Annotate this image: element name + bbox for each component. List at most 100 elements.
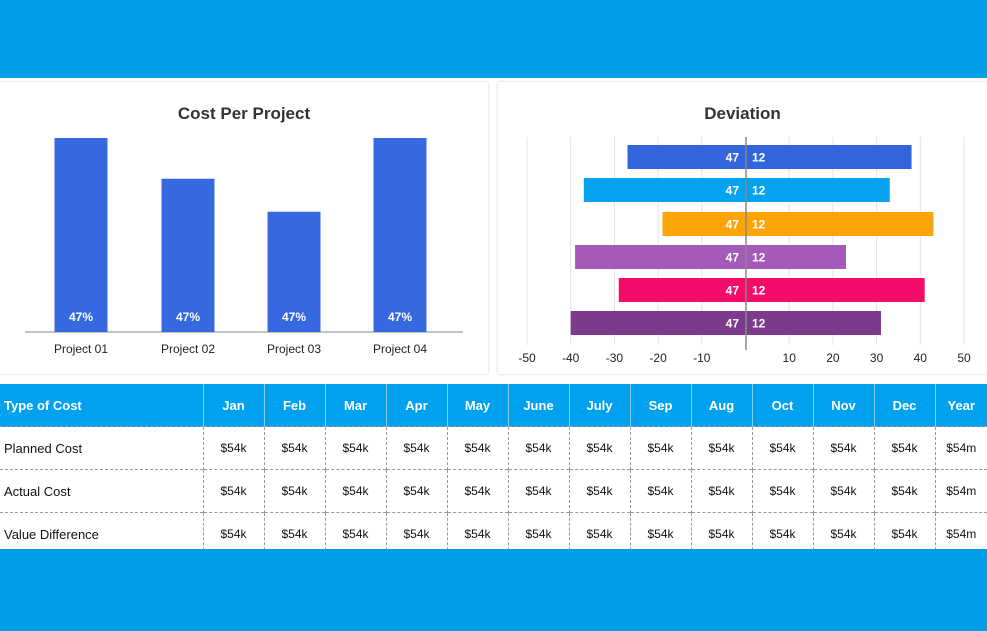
bar-data-label: 47% bbox=[176, 310, 200, 324]
table-cell: $54m bbox=[934, 469, 987, 513]
deviation-bar-left-2 bbox=[583, 178, 746, 202]
x-tick-label: Project 01 bbox=[54, 342, 108, 356]
header-mar: Mar bbox=[324, 384, 386, 427]
bar-data-label: 47% bbox=[388, 310, 412, 324]
deviation-bar-left-1 bbox=[627, 145, 746, 169]
header-oct: Oct bbox=[751, 384, 813, 427]
row-label: Planned Cost bbox=[0, 426, 203, 470]
deviation-bar-right-1 bbox=[746, 145, 912, 169]
table-cell: $54k bbox=[690, 426, 752, 470]
table-row: Actual Cost $54k $54k $54k $54k $54k $54k $54k $… bbox=[0, 469, 987, 513]
header-may: May bbox=[446, 384, 508, 427]
x-tick-label: -20 bbox=[649, 351, 667, 365]
cost-table: Type of Cost Jan Feb Mar Apr May June July Sep Au… bbox=[0, 384, 987, 557]
deviation-right-label: 12 bbox=[752, 317, 766, 331]
header-sep: Sep bbox=[629, 384, 691, 427]
x-tick-label: 40 bbox=[914, 351, 928, 365]
header-type-of-cost: Type of Cost bbox=[0, 384, 203, 427]
deviation-bar-right-6 bbox=[746, 311, 881, 335]
x-tick-label: -40 bbox=[562, 351, 580, 365]
x-tick-label: Project 04 bbox=[373, 342, 427, 356]
table-cell: $54k bbox=[263, 426, 325, 470]
table-cell: $54k bbox=[873, 426, 935, 470]
table-cell: $54k bbox=[202, 469, 264, 513]
deviation-right-label: 12 bbox=[752, 251, 766, 265]
table-cell: $54k bbox=[751, 469, 813, 513]
top-banner bbox=[0, 0, 987, 78]
x-tick-label: Project 03 bbox=[267, 342, 321, 356]
header-feb: Feb bbox=[263, 384, 325, 427]
table-cell: $54k bbox=[202, 426, 264, 470]
deviation-bar-left-3 bbox=[662, 212, 746, 236]
deviation-bar-right-5 bbox=[746, 278, 925, 302]
bar-4 bbox=[373, 138, 427, 332]
deviation-right-label: 12 bbox=[752, 184, 766, 198]
row-label: Actual Cost bbox=[0, 469, 203, 513]
table-cell: $54k bbox=[629, 469, 691, 513]
deviation-right-label: 12 bbox=[752, 218, 766, 232]
deviation-title: Deviation bbox=[704, 104, 781, 123]
table-cell: $54k bbox=[446, 426, 508, 470]
table-cell: $54k bbox=[385, 426, 447, 470]
table-cell: $54k bbox=[385, 469, 447, 513]
header-dec: Dec bbox=[873, 384, 935, 427]
deviation-bar-left-4 bbox=[575, 245, 746, 269]
x-tick-label: 20 bbox=[826, 351, 840, 365]
table-cell: $54k bbox=[690, 469, 752, 513]
x-tick-label: -10 bbox=[693, 351, 711, 365]
table-cell: $54k bbox=[324, 426, 386, 470]
deviation-left-label: 47 bbox=[726, 184, 740, 198]
cost-per-project-title: Cost Per Project bbox=[177, 104, 311, 123]
header-june: June bbox=[507, 384, 569, 427]
x-tick-label: -30 bbox=[606, 351, 624, 365]
deviation-left-label: 47 bbox=[726, 151, 740, 165]
table-cell: $54k bbox=[629, 426, 691, 470]
header-nov: Nov bbox=[812, 384, 874, 427]
deviation-bar-right-3 bbox=[746, 212, 934, 236]
bar-3 bbox=[267, 211, 321, 332]
table-cell: $54k bbox=[568, 469, 630, 513]
deviation-bar-right-2 bbox=[746, 178, 890, 202]
table-row: Planned Cost $54k $54k $54k $54k $54k $54k $54k… bbox=[0, 426, 987, 470]
bar-2 bbox=[161, 178, 215, 332]
deviation-left-label: 47 bbox=[726, 284, 740, 298]
table-cell: $54k bbox=[873, 469, 935, 513]
deviation-left-label: 47 bbox=[726, 251, 740, 265]
header-july: July bbox=[568, 384, 630, 427]
deviation-right-label: 12 bbox=[752, 284, 766, 298]
header-jan: Jan bbox=[202, 384, 264, 427]
cost-per-project-card: Cost Per Project 47% Project 01 47% Project… bbox=[0, 82, 488, 374]
x-tick-label: 50 bbox=[957, 351, 971, 365]
header-year: Year bbox=[934, 384, 987, 427]
deviation-left-label: 47 bbox=[726, 218, 740, 232]
table-cell: $54k bbox=[812, 426, 874, 470]
x-tick-label: Project 02 bbox=[161, 342, 215, 356]
header-apr: Apr bbox=[385, 384, 447, 427]
table-cell: $54k bbox=[751, 426, 813, 470]
cost-per-project-chart: 47% Project 01 47% Project 02 47% Project 03 4… bbox=[25, 138, 463, 356]
x-tick-label: 30 bbox=[870, 351, 884, 365]
table-cell: $54k bbox=[568, 426, 630, 470]
deviation-card: Deviation 47 12 47 12 47 12 47 12 47 12 47 12 -50 -40… bbox=[498, 82, 987, 374]
bar-data-label: 47% bbox=[69, 310, 93, 324]
table-cell: $54k bbox=[507, 426, 569, 470]
deviation-bar-right-4 bbox=[746, 245, 847, 269]
deviation-bar-left-5 bbox=[618, 278, 746, 302]
table-cell: $54k bbox=[446, 469, 508, 513]
table-cell: $54k bbox=[507, 469, 569, 513]
bar-data-label: 47% bbox=[282, 310, 306, 324]
x-tick-label: -50 bbox=[518, 351, 536, 365]
deviation-bar-left-6 bbox=[570, 311, 746, 335]
table-header-row: Type of Cost Jan Feb Mar Apr May June July Sep Au… bbox=[0, 384, 987, 427]
header-aug: Aug bbox=[690, 384, 752, 427]
table-cell: $54k bbox=[324, 469, 386, 513]
deviation-chart: 47 12 47 12 47 12 47 12 47 12 47 12 -50 -40 -30 -20 -10 1… bbox=[518, 137, 971, 365]
table-cell: $54k bbox=[812, 469, 874, 513]
deviation-right-label: 12 bbox=[752, 151, 766, 165]
bottom-banner bbox=[0, 549, 987, 631]
table-cell: $54k bbox=[263, 469, 325, 513]
deviation-left-label: 47 bbox=[726, 317, 740, 331]
table-cell: $54m bbox=[934, 426, 987, 470]
x-tick-label: 10 bbox=[783, 351, 797, 365]
dashboard-content: Cost Per Project 47% Project 01 47% Project… bbox=[0, 78, 987, 557]
